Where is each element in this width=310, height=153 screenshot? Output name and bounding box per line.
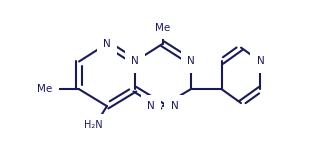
- Text: N: N: [147, 101, 155, 111]
- Text: N: N: [256, 56, 264, 67]
- Text: N: N: [187, 56, 195, 67]
- Text: N: N: [103, 39, 111, 49]
- Text: N: N: [131, 56, 139, 67]
- Text: H₂N: H₂N: [84, 120, 102, 130]
- Text: Me: Me: [38, 84, 53, 94]
- Text: Me: Me: [155, 23, 170, 33]
- Text: N: N: [170, 101, 178, 111]
